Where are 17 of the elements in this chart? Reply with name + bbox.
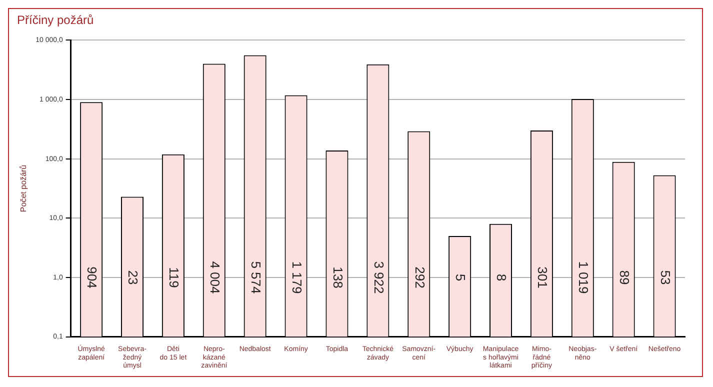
data-label: 8 <box>494 274 510 282</box>
data-label: 4 004 <box>208 261 223 294</box>
data-label: 1 019 <box>576 261 592 294</box>
data-label: 53 <box>658 270 673 285</box>
chart-title: Příčiny požárů <box>17 13 94 27</box>
data-label: 5 <box>453 274 468 282</box>
data-label: 1 179 <box>289 261 304 294</box>
data-label: 138 <box>330 266 346 288</box>
data-label: 301 <box>535 266 550 288</box>
data-label: 89 <box>617 270 632 285</box>
data-label: 292 <box>412 266 428 288</box>
data-label: 119 <box>166 267 182 288</box>
data-label: 3 922 <box>371 261 386 294</box>
data-label: 904 <box>84 266 100 288</box>
y-axis-title: Počet požárů <box>19 164 28 212</box>
data-label: 5 574 <box>248 261 264 294</box>
data-label: 23 <box>126 270 141 285</box>
